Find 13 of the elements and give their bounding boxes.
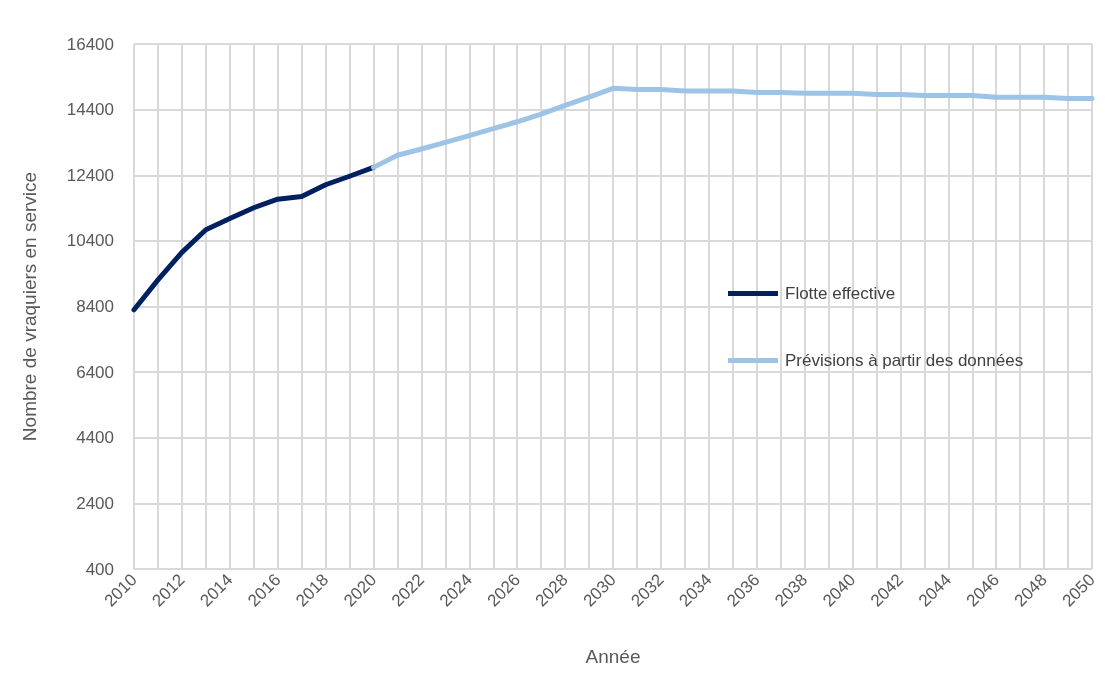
legend-label: Flotte effective bbox=[785, 284, 896, 303]
y-tick-label: 12400 bbox=[66, 165, 114, 185]
y-tick-label: 16400 bbox=[66, 34, 114, 54]
y-tick-label: 8400 bbox=[76, 297, 114, 316]
legend-label: Prévisions à partir des données bbox=[785, 351, 1024, 370]
y-tick-label: 10400 bbox=[66, 231, 114, 251]
y-tick-label: 6400 bbox=[76, 362, 114, 382]
y-tick-label: 2400 bbox=[76, 493, 114, 513]
y-axis-title: Nombre de vraquiers en service bbox=[19, 171, 40, 442]
y-tick-label: 14400 bbox=[66, 100, 114, 120]
y-tick-label: 400 bbox=[85, 559, 114, 579]
x-axis-title: Année bbox=[585, 646, 641, 667]
y-tick-label: 4400 bbox=[76, 428, 114, 448]
